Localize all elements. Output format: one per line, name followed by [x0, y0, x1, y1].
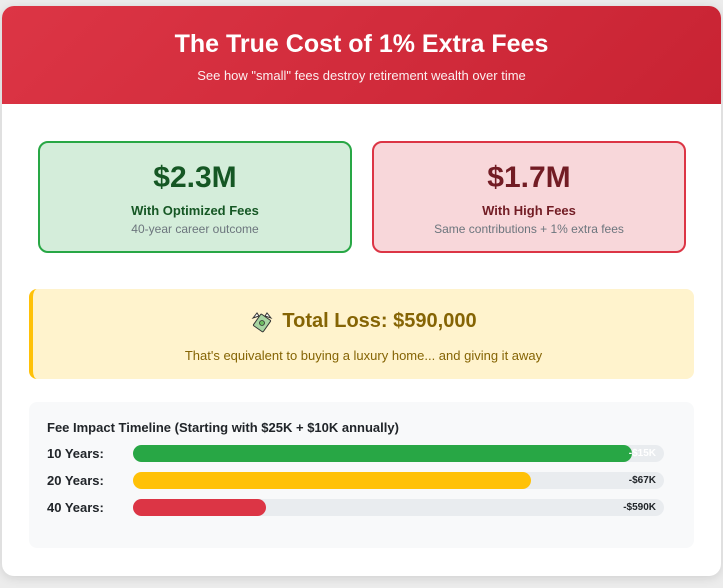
comparison-section: $2.3M With Optimized Fees 40-year career…	[38, 141, 686, 253]
timeline-row-40y: 40 Years: -$590K	[47, 499, 694, 516]
high-fees-box: $1.7M With High Fees Same contributions …	[372, 141, 686, 253]
optimized-fees-box: $2.3M With Optimized Fees 40-year career…	[38, 141, 352, 253]
progress-fill	[133, 445, 633, 462]
optimized-label: With Optimized Fees	[131, 203, 259, 218]
total-loss-callout: Total Loss: $590,000 That's equivalent t…	[29, 289, 694, 379]
row-label: 40 Years:	[47, 500, 104, 515]
progress-track: -$590K	[133, 499, 664, 516]
loss-description: That's equivalent to buying a luxury hom…	[184, 348, 543, 363]
row-value: -$590K	[623, 502, 656, 513]
page-subtitle: See how "small" fees destroy retirement …	[197, 68, 526, 83]
fee-impact-timeline: Fee Impact Timeline (Starting with $25K …	[29, 402, 694, 548]
progress-track: -$15K	[133, 445, 664, 462]
row-label: 20 Years:	[47, 473, 104, 488]
timeline-row-10y: 10 Years: -$15K	[47, 445, 694, 462]
row-value: -$67K	[628, 475, 656, 486]
high-note: Same contributions + 1% extra fees	[434, 222, 624, 236]
money-with-wings-icon	[251, 312, 273, 333]
row-label: 10 Years:	[47, 446, 104, 461]
high-label: With High Fees	[482, 203, 576, 218]
row-value: -$15K	[628, 448, 656, 459]
header-banner: The True Cost of 1% Extra Fees See how "…	[2, 6, 721, 104]
progress-fill	[133, 499, 266, 516]
optimized-note: 40-year career outcome	[131, 222, 259, 236]
page-title: The True Cost of 1% Extra Fees	[174, 30, 549, 58]
loss-title-row: Total Loss: $590,000	[250, 309, 477, 333]
loss-title: Total Loss: $590,000	[282, 309, 477, 332]
fee-cost-card: The True Cost of 1% Extra Fees See how "…	[2, 6, 721, 576]
timeline-row-20y: 20 Years: -$67K	[47, 472, 694, 489]
progress-track: -$67K	[133, 472, 664, 489]
optimized-amount: $2.3M	[153, 161, 237, 194]
progress-fill	[133, 472, 532, 489]
high-amount: $1.7M	[487, 161, 571, 194]
timeline-title: Fee Impact Timeline (Starting with $25K …	[47, 420, 399, 435]
